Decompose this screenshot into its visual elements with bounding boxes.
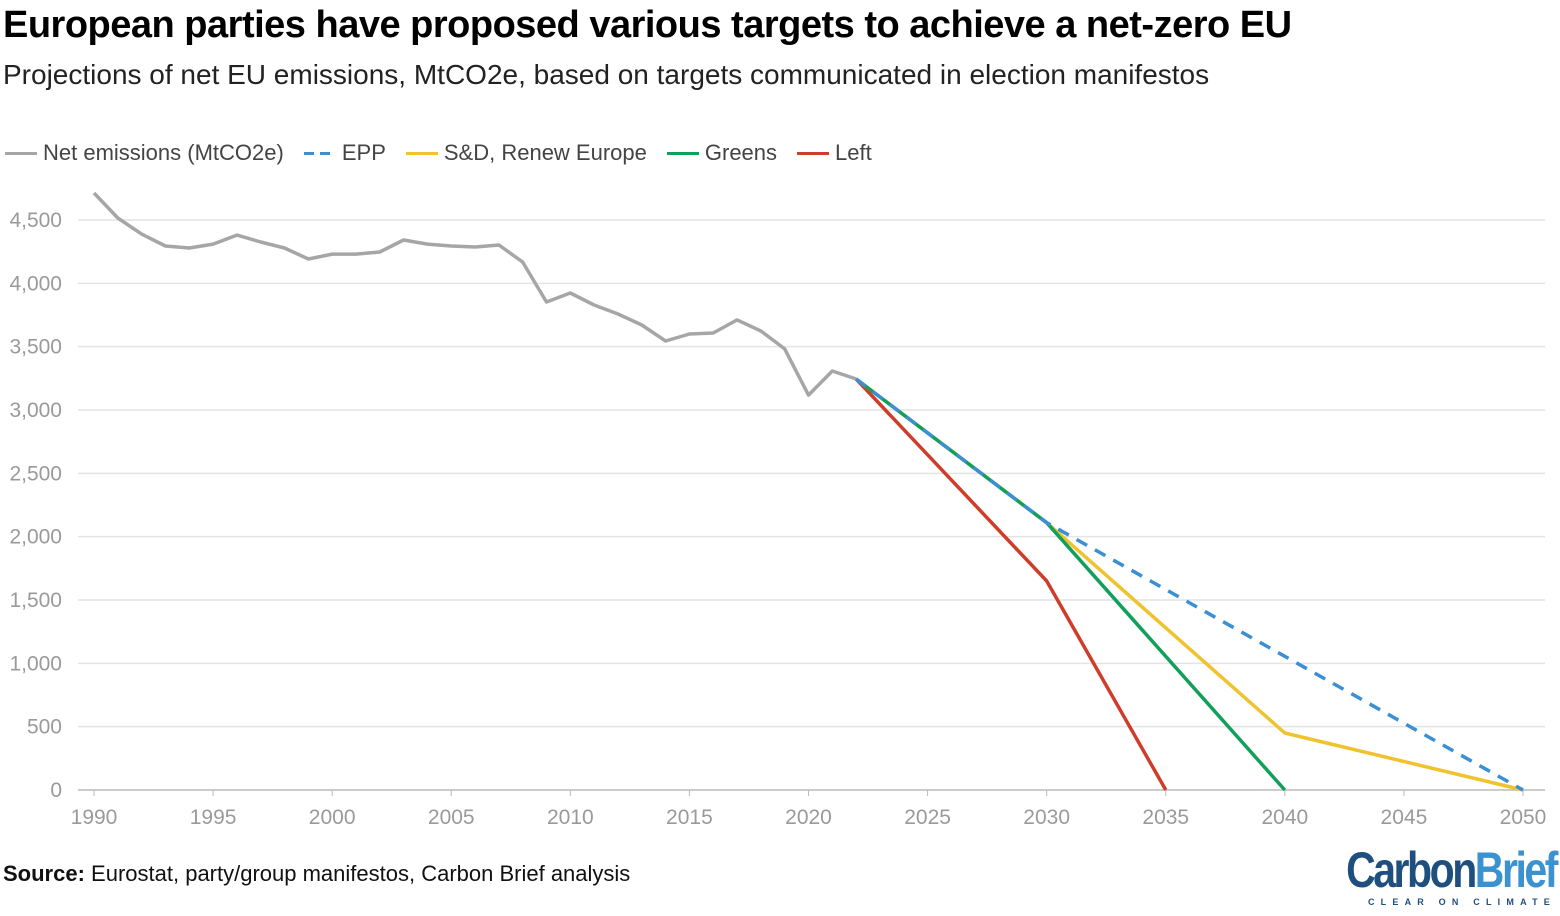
- legend-item: Net emissions (MtCO2e): [5, 140, 284, 166]
- legend-swatch: [797, 151, 830, 155]
- chart-subtitle: Projections of net EU emissions, MtCO2e,…: [3, 59, 1210, 90]
- x-tick-label: 2020: [785, 806, 832, 829]
- legend-label: EPP: [341, 140, 386, 165]
- series-line-net-emissions-mtco2e-: [92, 191, 857, 397]
- logo-tagline: CLEAR ON CLIMATE: [1367, 897, 1556, 907]
- chart-title: European parties have proposed various t…: [3, 4, 1292, 46]
- carbon-brief-logo: CarbonBrief CLEAR ON CLIMATE: [1300, 845, 1558, 907]
- y-tick-label: 2,500: [9, 462, 62, 485]
- legend-item: Greens: [666, 140, 778, 166]
- y-tick-label: 0: [50, 779, 62, 802]
- source-label: Source:: [3, 861, 85, 886]
- y-tick-label: 2,000: [9, 526, 62, 549]
- legend-swatch: [666, 151, 699, 155]
- x-tick-label: 2000: [309, 806, 356, 829]
- legend-item: EPP: [303, 140, 386, 166]
- x-tick-label: 2015: [666, 806, 713, 829]
- x-tick-label: 2010: [547, 806, 594, 829]
- legend-label: Left: [835, 140, 872, 165]
- legend: Net emissions (MtCO2e) EPP S&D, Renew Euro…: [5, 140, 872, 166]
- x-tick-label: 2005: [428, 806, 475, 829]
- source-note: Source: Eurostat, party/group manifestos…: [3, 861, 630, 887]
- x-tick-label: 2040: [1261, 806, 1308, 829]
- series-line-epp: [855, 377, 1524, 792]
- y-tick-label: 500: [27, 716, 62, 739]
- series-line-greens: [855, 377, 1287, 792]
- legend-swatch: [405, 151, 438, 155]
- x-tick-label: 1990: [71, 806, 118, 829]
- legend-label: S&D, Renew Europe: [443, 140, 647, 165]
- series-line-s-d-renew-europe: [855, 377, 1524, 792]
- y-tick-label: 3,500: [9, 336, 62, 359]
- legend-label: Greens: [704, 140, 778, 165]
- x-tick-label: 1995: [190, 806, 237, 829]
- y-tick-label: 1,000: [9, 652, 62, 675]
- logo-part1: Carbon: [1346, 842, 1477, 898]
- x-tick-label: 2035: [1142, 806, 1189, 829]
- x-tick-label: 2050: [1500, 806, 1547, 829]
- series-line-left: [854, 377, 1168, 791]
- y-tick-label: 3,000: [9, 399, 62, 422]
- legend-item: Left: [797, 140, 872, 166]
- legend-swatch: [5, 151, 37, 155]
- logo-part2: Brief: [1474, 842, 1559, 898]
- x-tick-label: 2030: [1023, 806, 1070, 829]
- source-text: Eurostat, party/group manifestos, Carbon…: [91, 861, 631, 886]
- x-tick-label: 2045: [1381, 806, 1428, 829]
- y-tick-label: 4,500: [9, 209, 62, 232]
- y-tick-label: 1,500: [9, 589, 62, 612]
- legend-label: Net emissions (MtCO2e): [43, 140, 284, 165]
- y-tick-label: 4,000: [9, 272, 62, 295]
- x-tick-label: 2025: [904, 806, 951, 829]
- legend-swatch: [303, 151, 336, 155]
- legend-item: S&D, Renew Europe: [405, 140, 647, 166]
